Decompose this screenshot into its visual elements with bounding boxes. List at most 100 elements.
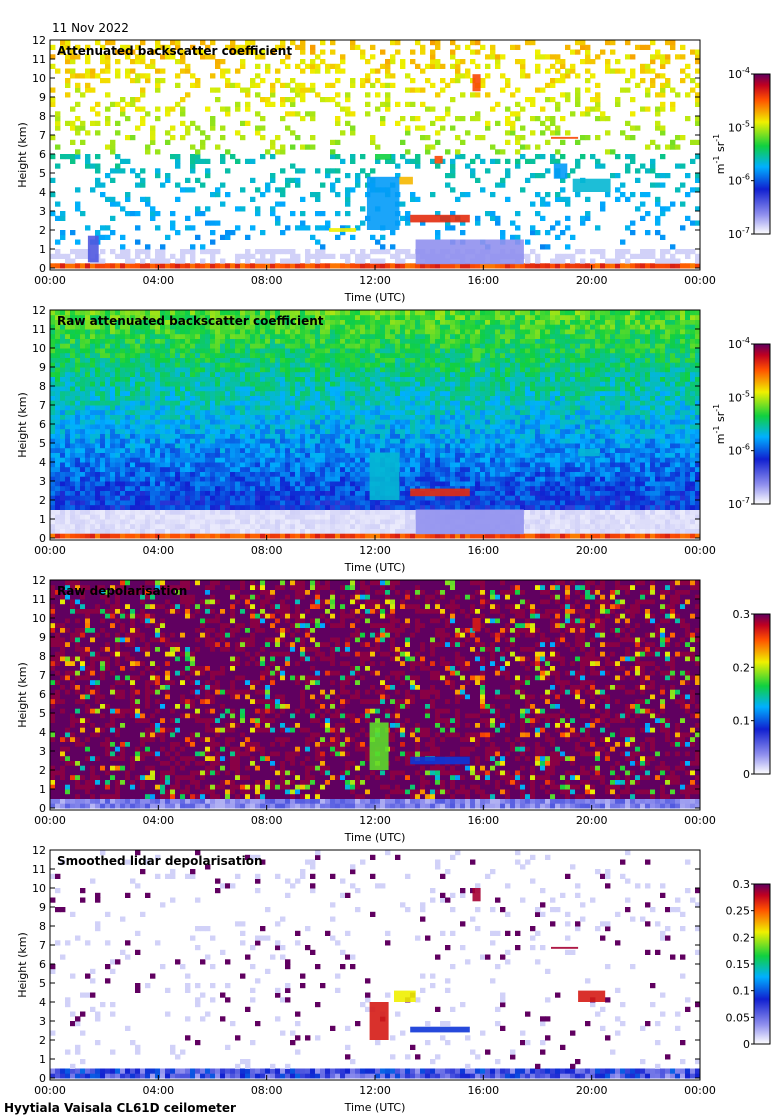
colorbar-tick-label: 10-4	[728, 66, 750, 81]
colorbar	[753, 883, 771, 1045]
heatmap-background	[50, 310, 701, 539]
y-tick-label: 0	[39, 532, 46, 545]
y-tick-label: 0	[39, 1072, 46, 1085]
cloud-feature-1	[472, 348, 481, 362]
x-tick-label: 12:00	[359, 274, 391, 287]
x-tick-label: 12:00	[359, 1084, 391, 1097]
colorbar-tick-label: 0.25	[726, 905, 751, 918]
colorbar-tick-label: 10-5	[728, 389, 750, 404]
cloud-feature-3	[410, 488, 470, 497]
x-tick-label: 00:00	[34, 274, 66, 287]
colorbar-tick-label: 10-4	[728, 336, 750, 351]
cloud-features	[369, 618, 481, 770]
y-tick-label: 9	[39, 631, 46, 644]
y-tick-label: 9	[39, 901, 46, 914]
colorbar-tick-label: 0.2	[733, 661, 751, 674]
x-tick-label: 20:00	[576, 1084, 608, 1097]
cloud-features	[369, 348, 600, 535]
y-tick-label: 3	[39, 475, 46, 488]
y-tick-label: 10	[32, 882, 46, 895]
cloud-feature-5	[434, 155, 443, 164]
y-tick-label: 6	[39, 688, 46, 701]
colorbar	[753, 73, 771, 235]
colorbar-tick-label: 10-6	[728, 443, 750, 458]
x-tick-label: 16:00	[467, 814, 499, 827]
y-tick-label: 6	[39, 418, 46, 431]
cloud-feature-5	[578, 448, 600, 457]
x-tick-label: 12:00	[359, 544, 391, 557]
cloud-features	[87, 74, 611, 265]
x-tick-label: 08:00	[251, 1084, 283, 1097]
x-axis-label: Time (UTC)	[344, 1101, 406, 1114]
cloud-feature-2	[366, 176, 400, 230]
cloud-features	[369, 888, 606, 1040]
cloud-feature-1	[472, 888, 481, 902]
y-tick-label: 4	[39, 726, 46, 739]
colorbar-tick-label: 10-5	[728, 119, 750, 134]
cloud-feature-7	[551, 136, 579, 139]
y-tick-label: 8	[39, 650, 46, 663]
y-axis-label: Height (km)	[16, 122, 29, 188]
y-tick-label: 1	[39, 243, 46, 256]
x-tick-label: 08:00	[251, 814, 283, 827]
x-tick-label: 04:00	[142, 814, 174, 827]
cloud-feature-3	[472, 618, 481, 632]
y-tick-label: 2	[39, 764, 46, 777]
cloud-feature-3	[399, 176, 413, 185]
x-tick-label: 04:00	[142, 274, 174, 287]
panel-title: Raw attenuated backscatter coefficient	[57, 314, 324, 328]
colorbar-tick-label: 10-7	[728, 226, 750, 241]
colorbar-tick-label: 0.05	[726, 1011, 751, 1024]
x-tick-label: 00:00	[684, 274, 716, 287]
y-tick-label: 9	[39, 91, 46, 104]
x-tick-label: 20:00	[576, 814, 608, 827]
y-tick-label: 5	[39, 167, 46, 180]
colorbar-units: m-1 sr-1	[712, 134, 727, 174]
y-axis-label: Height (km)	[16, 392, 29, 458]
y-tick-label: 11	[32, 593, 46, 606]
y-axis-label: Height (km)	[16, 662, 29, 728]
cloud-feature-2	[369, 1002, 389, 1040]
y-tick-label: 3	[39, 745, 46, 758]
x-tick-label: 04:00	[142, 1084, 174, 1097]
cloud-feature-4	[410, 214, 470, 223]
y-tick-label: 9	[39, 361, 46, 374]
cloud-feature-11	[329, 228, 357, 232]
colorbar	[753, 613, 771, 775]
colorbar-tick-label: 0.1	[733, 985, 751, 998]
date-label: 11 Nov 2022	[52, 21, 129, 35]
x-tick-label: 08:00	[251, 274, 283, 287]
colorbar-tick-label: 0.1	[733, 715, 751, 728]
y-tick-label: 11	[32, 53, 46, 66]
y-tick-label: 0	[39, 802, 46, 815]
y-tick-label: 6	[39, 148, 46, 161]
y-tick-label: 10	[32, 342, 46, 355]
y-tick-label: 10	[32, 612, 46, 625]
y-tick-label: 5	[39, 437, 46, 450]
colorbar-tick-label: 0	[743, 1038, 750, 1051]
cloud-feature-12	[87, 235, 99, 263]
y-tick-label: 5	[39, 707, 46, 720]
heatmap-background	[50, 850, 701, 1079]
x-tick-label: 00:00	[34, 814, 66, 827]
y-tick-label: 12	[32, 574, 46, 587]
cloud-feature-8	[572, 178, 611, 192]
cloud-feature-2	[369, 452, 400, 500]
panel-title: Attenuated backscatter coefficient	[57, 44, 292, 58]
x-tick-label: 08:00	[251, 544, 283, 557]
y-tick-label: 8	[39, 920, 46, 933]
y-tick-label: 7	[39, 129, 46, 142]
x-axis-label: Time (UTC)	[344, 561, 406, 574]
y-tick-label: 1	[39, 513, 46, 526]
x-tick-label: 20:00	[576, 544, 608, 557]
y-tick-label: 10	[32, 72, 46, 85]
x-axis-label: Time (UTC)	[344, 291, 406, 304]
cloud-feature-10	[415, 239, 524, 265]
y-tick-label: 3	[39, 205, 46, 218]
colorbar-tick-label: 0	[743, 768, 750, 781]
cloud-feature-6	[578, 990, 606, 1002]
y-tick-label: 5	[39, 977, 46, 990]
